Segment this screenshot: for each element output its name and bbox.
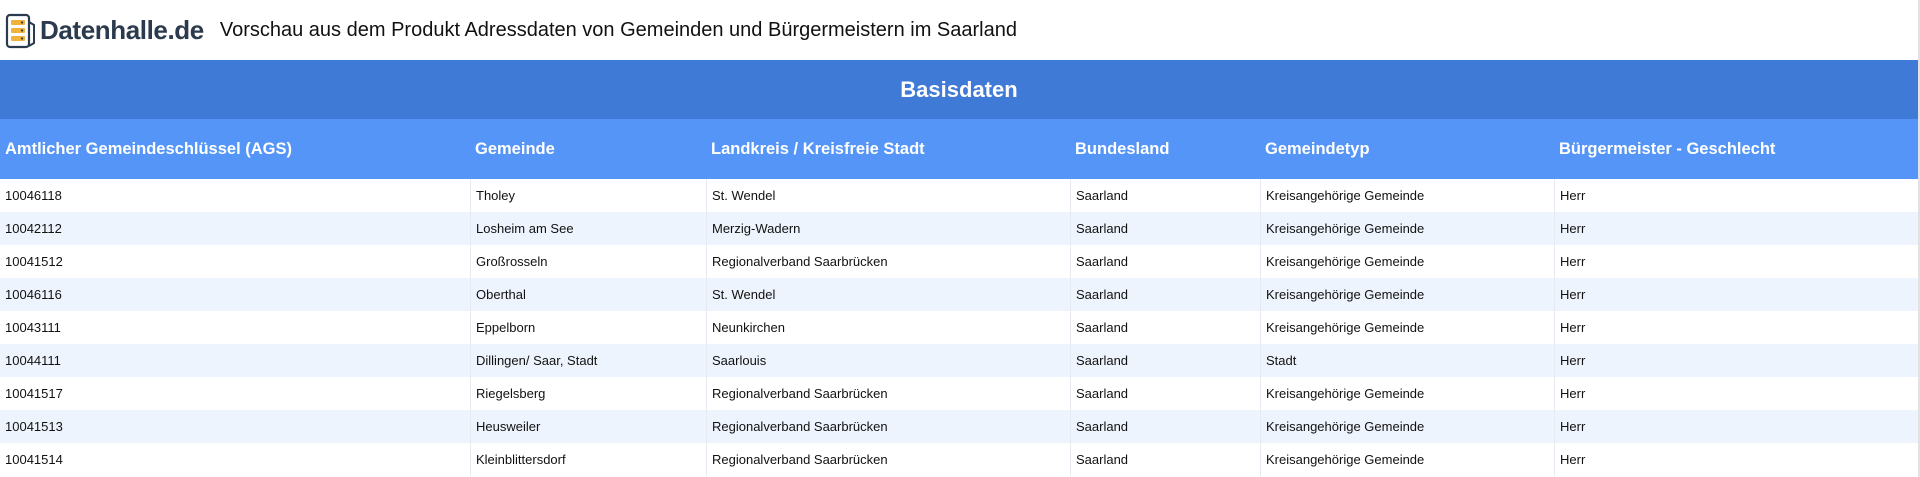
table-row: 10043111 Eppelborn Neunkirchen Saarland … [0, 311, 1918, 344]
cell-landkreis: St. Wendel [706, 179, 1070, 212]
brand-logo[interactable]: Datenhalle.de [5, 0, 204, 60]
cell-gemeinde: Heusweiler [470, 410, 706, 443]
server-stack-logo-icon [5, 13, 35, 49]
cell-ags: 10046118 [5, 188, 62, 203]
cell-gemeinde: Losheim am See [470, 212, 706, 245]
cell-ags: 10041513 [5, 419, 63, 434]
cell-gemeinde: Tholey [470, 179, 706, 212]
cell-bundesland: Saarland [1070, 245, 1260, 278]
cell-gemeinde: Großrosseln [470, 245, 706, 278]
window-scroll-edge [1918, 0, 1920, 477]
cell-gemeindetyp: Kreisangehörige Gemeinde [1260, 311, 1554, 344]
table-row: 10042112 Losheim am See Merzig-Wadern Sa… [0, 212, 1918, 245]
cell-ags: 10044111 [5, 353, 61, 368]
cell-gemeindetyp: Kreisangehörige Gemeinde [1260, 212, 1554, 245]
cell-geschlecht: Herr [1554, 443, 1918, 476]
cell-landkreis: St. Wendel [706, 278, 1070, 311]
cell-gemeinde: Riegelsberg [470, 377, 706, 410]
table-row: 10041513 Heusweiler Regionalverband Saar… [0, 410, 1918, 443]
cell-gemeinde: Kleinblittersdorf [470, 443, 706, 476]
column-header-bundesland: Bundesland [1075, 139, 1170, 158]
cell-landkreis: Regionalverband Saarbrücken [706, 245, 1070, 278]
cell-ags: 10041517 [5, 386, 63, 401]
cell-bundesland: Saarland [1070, 443, 1260, 476]
column-header-landkreis: Landkreis / Kreisfreie Stadt [711, 139, 925, 158]
cell-geschlecht: Herr [1554, 311, 1918, 344]
cell-bundesland: Saarland [1070, 377, 1260, 410]
cell-gemeinde: Oberthal [470, 278, 706, 311]
cell-ags: 10041512 [5, 254, 63, 269]
cell-landkreis: Regionalverband Saarbrücken [706, 443, 1070, 476]
cell-bundesland: Saarland [1070, 179, 1260, 212]
preview-table: Basisdaten Amtlicher Gemeindeschlüssel (… [0, 60, 1918, 476]
cell-geschlecht: Herr [1554, 245, 1918, 278]
cell-landkreis: Neunkirchen [706, 311, 1070, 344]
column-header-geschlecht: Bürgermeister - Geschlecht [1559, 139, 1776, 158]
cell-geschlecht: Herr [1554, 344, 1918, 377]
cell-bundesland: Saarland [1070, 344, 1260, 377]
table-body: 10046118 Tholey St. Wendel Saarland Krei… [0, 179, 1918, 476]
cell-gemeindetyp: Kreisangehörige Gemeinde [1260, 443, 1554, 476]
cell-geschlecht: Herr [1554, 410, 1918, 443]
column-header-gemeindetyp: Gemeindetyp [1265, 139, 1370, 158]
cell-bundesland: Saarland [1070, 212, 1260, 245]
cell-geschlecht: Herr [1554, 377, 1918, 410]
cell-landkreis: Regionalverband Saarbrücken [706, 410, 1070, 443]
table-row: 10041514 Kleinblittersdorf Regionalverba… [0, 443, 1918, 476]
cell-gemeindetyp: Stadt [1260, 344, 1554, 377]
cell-ags: 10043111 [5, 320, 61, 335]
cell-gemeindetyp: Kreisangehörige Gemeinde [1260, 245, 1554, 278]
table-row: 10046118 Tholey St. Wendel Saarland Krei… [0, 179, 1918, 212]
section-title: Basisdaten [900, 76, 1018, 102]
cell-landkreis: Saarlouis [706, 344, 1070, 377]
page-header: Datenhalle.de Vorschau aus dem Produkt A… [0, 0, 1920, 60]
column-header-row: Amtlicher Gemeindeschlüssel (AGS) Gemein… [0, 119, 1918, 179]
table-row: 10044111 Dillingen/ Saar, Stadt Saarloui… [0, 344, 1918, 377]
cell-gemeinde: Eppelborn [470, 311, 706, 344]
brand-name: Datenhalle.de [40, 14, 204, 45]
section-header-basisdaten: Basisdaten [0, 60, 1918, 119]
column-header-ags: Amtlicher Gemeindeschlüssel (AGS) [5, 139, 293, 158]
cell-geschlecht: Herr [1554, 179, 1918, 212]
table-row: 10041512 Großrosseln Regionalverband Saa… [0, 245, 1918, 278]
table-row: 10046116 Oberthal St. Wendel Saarland Kr… [0, 278, 1918, 311]
cell-landkreis: Regionalverband Saarbrücken [706, 377, 1070, 410]
cell-bundesland: Saarland [1070, 278, 1260, 311]
cell-gemeindetyp: Kreisangehörige Gemeinde [1260, 179, 1554, 212]
page-title: Vorschau aus dem Produkt Adressdaten von… [219, 18, 1017, 41]
cell-ags: 10042112 [5, 221, 62, 236]
cell-landkreis: Merzig-Wadern [706, 212, 1070, 245]
cell-ags: 10046116 [5, 287, 62, 302]
table-row: 10041517 Riegelsberg Regionalverband Saa… [0, 377, 1918, 410]
cell-bundesland: Saarland [1070, 410, 1260, 443]
cell-bundesland: Saarland [1070, 311, 1260, 344]
cell-geschlecht: Herr [1554, 278, 1918, 311]
cell-gemeindetyp: Kreisangehörige Gemeinde [1260, 377, 1554, 410]
cell-ags: 10041514 [5, 452, 63, 467]
cell-geschlecht: Herr [1554, 212, 1918, 245]
cell-gemeinde: Dillingen/ Saar, Stadt [470, 344, 706, 377]
cell-gemeindetyp: Kreisangehörige Gemeinde [1260, 410, 1554, 443]
cell-gemeindetyp: Kreisangehörige Gemeinde [1260, 278, 1554, 311]
column-header-gemeinde: Gemeinde [475, 139, 555, 158]
